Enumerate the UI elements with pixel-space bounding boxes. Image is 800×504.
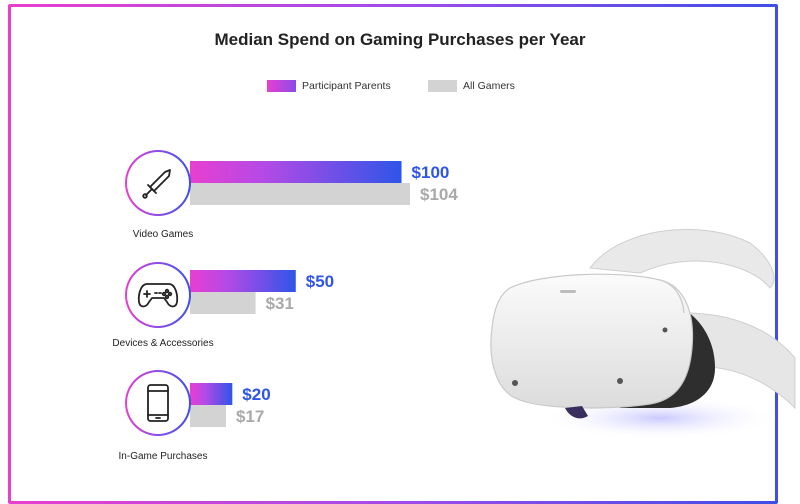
sword-icon [142, 169, 171, 199]
category-label-video-games: Video Games [132, 229, 194, 240]
smartphone-icon [147, 384, 169, 422]
gamepad-icon [137, 283, 179, 308]
bar-chart: $100 $104 $50 $31 $20 $17 [190, 161, 458, 427]
legend-label-participant-parents: Participant Parents [302, 80, 391, 92]
value-label-all-gamers-devices-accessories: $31 [266, 294, 294, 313]
value-label-all-gamers-video-games: $104 [420, 185, 458, 204]
bar-participant-parents-video-games [190, 161, 402, 183]
bar-participant-parents-devices-accessories [190, 270, 296, 292]
devices-icon-badge [125, 262, 191, 328]
bars-layer: $100 $104 $50 $31 $20 $17 [190, 161, 458, 427]
chart-legend: Participant Parents All Gamers [0, 80, 800, 96]
category-label-in-game: In-Game Purchases [118, 451, 208, 462]
legend-swatch-all-gamers [428, 80, 457, 92]
value-label-participant-parents-in-game-purchases: $20 [242, 385, 270, 404]
in-game-icon-badge [125, 370, 191, 436]
chart-title: Median Spend on Gaming Purchases per Yea… [214, 30, 586, 49]
category-label-devices: Devices & Accessories [112, 338, 214, 349]
video-games-icon-badge [125, 150, 191, 216]
value-label-participant-parents-devices-accessories: $50 [306, 272, 334, 291]
legend-swatch-participant-parents [267, 80, 296, 92]
vr-headset-icon [490, 228, 796, 440]
legend-label-all-gamers: All Gamers [463, 80, 515, 92]
bar-all-gamers-video-games [190, 183, 410, 205]
value-label-all-gamers-in-game-purchases: $17 [236, 407, 264, 426]
legend-item-all-gamers: All Gamers [428, 80, 515, 92]
bar-participant-parents-in-game-purchases [190, 383, 233, 405]
legend-item-participant-parents: Participant Parents [267, 80, 391, 92]
value-label-participant-parents-video-games: $100 [412, 163, 450, 182]
bar-all-gamers-in-game-purchases [190, 405, 226, 427]
bar-all-gamers-devices-accessories [190, 292, 256, 314]
